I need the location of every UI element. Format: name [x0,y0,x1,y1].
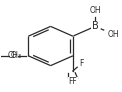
Text: OH: OH [108,30,120,39]
Text: F: F [79,59,83,68]
Text: OH: OH [89,6,101,15]
Text: B: B [92,21,99,31]
Text: O: O [10,51,16,60]
Text: CH₃: CH₃ [7,51,21,60]
Text: FF: FF [68,77,77,86]
